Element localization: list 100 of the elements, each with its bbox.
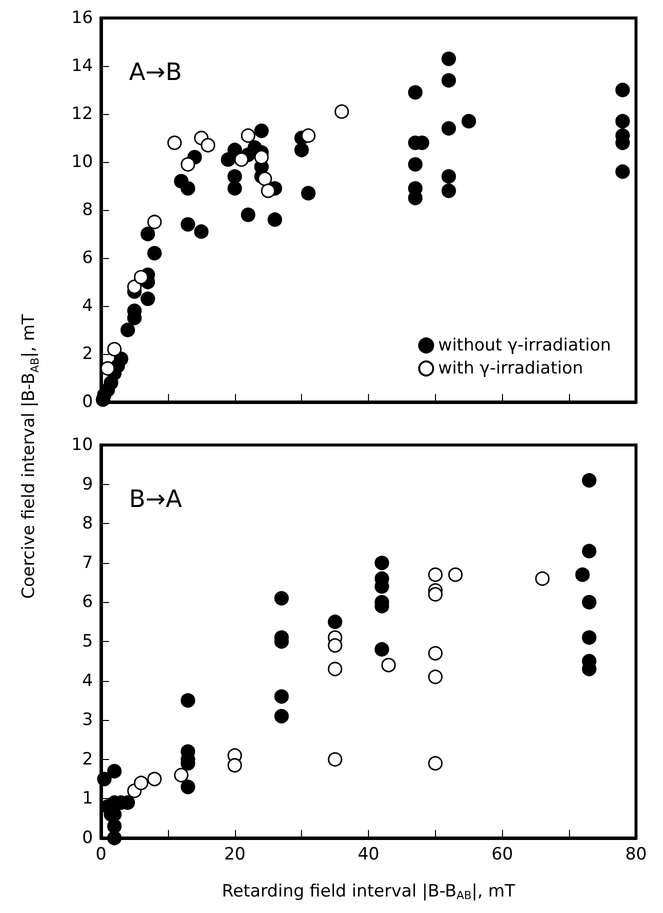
y-tick-label: 16 — [71, 8, 93, 28]
x-tick-label: 40 — [358, 844, 380, 864]
point — [575, 567, 590, 582]
x-tick-label: 60 — [491, 844, 514, 864]
point — [582, 473, 596, 488]
point — [615, 114, 630, 128]
point — [448, 567, 463, 582]
point — [194, 224, 209, 239]
y-tick-label: 8 — [82, 200, 93, 220]
point — [274, 708, 289, 724]
y-tick-label: 4 — [82, 670, 93, 691]
point — [374, 556, 390, 570]
y-tick-label: 4 — [82, 296, 93, 316]
point — [240, 208, 256, 222]
y-tick-label: 12 — [71, 104, 93, 124]
point — [120, 322, 135, 338]
y-tick-label: 3 — [82, 710, 93, 730]
point — [428, 670, 443, 684]
point — [140, 292, 156, 306]
point — [100, 361, 115, 376]
point — [147, 246, 162, 260]
point — [328, 638, 342, 653]
annotation: B→A — [129, 485, 183, 513]
point — [200, 138, 216, 152]
point — [442, 184, 456, 198]
point — [442, 52, 456, 66]
point — [258, 172, 272, 186]
point — [428, 646, 443, 661]
point — [334, 104, 349, 119]
point — [582, 544, 596, 558]
point — [228, 142, 242, 158]
point — [615, 82, 630, 98]
point — [582, 630, 596, 645]
point — [254, 150, 269, 164]
y-tick-label: 7 — [82, 552, 93, 573]
point — [328, 614, 342, 630]
point — [180, 217, 196, 232]
y-tick-label: 6 — [82, 248, 93, 268]
y-tick-label: 14 — [71, 56, 93, 76]
y-tick-label: 2 — [82, 749, 93, 770]
y-tick-label: 8 — [82, 514, 93, 534]
point — [134, 776, 148, 790]
point — [428, 567, 443, 582]
y-tick-label: 5 — [82, 632, 93, 652]
point — [180, 157, 196, 172]
point — [180, 181, 196, 196]
point — [180, 780, 196, 794]
point — [301, 128, 316, 143]
point — [408, 85, 423, 100]
point — [442, 121, 456, 136]
point — [107, 764, 122, 778]
x-tick-label: 0 — [96, 844, 106, 864]
point — [615, 164, 630, 179]
point — [228, 181, 242, 196]
point — [147, 772, 162, 786]
y-tick-label: 0 — [82, 392, 93, 412]
point — [254, 124, 269, 138]
point — [462, 114, 476, 128]
point — [374, 642, 390, 657]
point — [140, 226, 156, 242]
point — [127, 280, 142, 294]
point — [114, 352, 128, 366]
y-tick-label: 10 — [71, 435, 93, 455]
point — [180, 693, 196, 708]
point — [268, 212, 282, 227]
point — [134, 270, 148, 284]
point — [107, 830, 122, 846]
y-tick-label: 2 — [82, 344, 93, 364]
point — [240, 128, 256, 143]
point — [442, 73, 456, 88]
point — [428, 587, 443, 602]
point — [228, 169, 242, 184]
point — [328, 662, 342, 676]
point — [301, 186, 316, 200]
point — [535, 571, 550, 586]
point — [274, 689, 289, 704]
point — [442, 169, 456, 184]
point — [107, 818, 122, 834]
y-tick-label: 6 — [82, 592, 93, 612]
point — [381, 658, 396, 672]
point — [234, 152, 249, 167]
point — [260, 184, 276, 198]
point — [428, 756, 443, 771]
y-tick-label: 0 — [82, 828, 93, 848]
point — [294, 142, 309, 158]
point — [328, 752, 342, 767]
point — [97, 772, 112, 786]
y-tick-label: 1 — [82, 788, 93, 809]
annotation: A→B — [129, 58, 182, 86]
point — [228, 758, 242, 773]
point — [147, 214, 162, 230]
point — [582, 594, 596, 610]
legend-label: with γ-irradiation — [438, 358, 584, 378]
point — [274, 591, 289, 606]
point — [107, 342, 122, 356]
point — [408, 157, 423, 172]
x-tick-label: 20 — [224, 844, 246, 864]
point — [167, 136, 182, 150]
point — [174, 768, 188, 782]
y-tick-label: 10 — [71, 152, 93, 172]
